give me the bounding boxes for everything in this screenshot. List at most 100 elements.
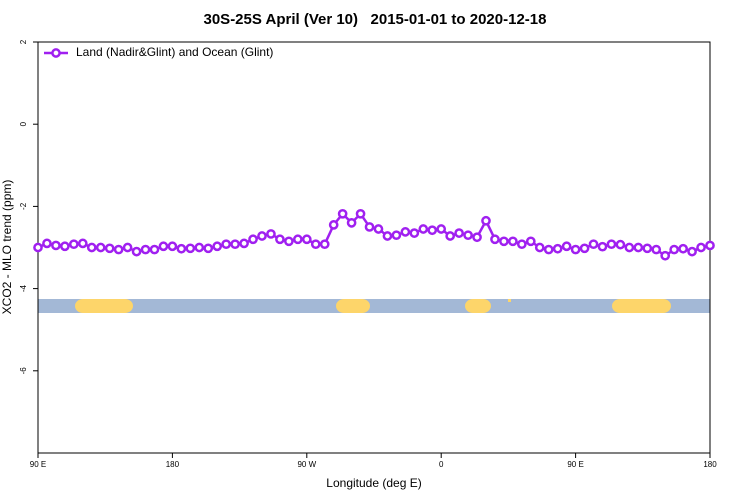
land-segment <box>508 299 511 302</box>
data-point <box>543 244 554 255</box>
land-segment <box>75 299 133 313</box>
data-point <box>391 230 402 241</box>
data-point <box>230 239 240 250</box>
data-point <box>561 241 572 252</box>
data-point <box>364 222 375 232</box>
data-point <box>705 240 715 251</box>
data-point <box>185 243 196 254</box>
data-point <box>113 244 124 255</box>
land-segment <box>612 299 671 313</box>
data-point <box>660 250 671 261</box>
data-point <box>266 229 276 239</box>
y-tick-label: -2 <box>19 202 28 210</box>
data-point <box>122 242 133 253</box>
y-tick-label: 2 <box>19 39 28 44</box>
data-point <box>669 244 680 255</box>
data-point <box>292 234 303 245</box>
data-point <box>355 208 366 219</box>
data-point <box>131 246 142 257</box>
data-point <box>552 243 563 254</box>
data-point <box>140 244 151 255</box>
x-tick-label: 90 W <box>297 460 316 469</box>
data-point <box>615 239 626 250</box>
data-point <box>400 227 411 237</box>
chart-title: 30S-25S April (Ver 10) 2015-01-01 to 202… <box>204 11 547 28</box>
data-point <box>382 231 393 241</box>
x-tick-label: 180 <box>166 460 180 469</box>
data-point <box>696 242 706 253</box>
data-point <box>678 243 688 254</box>
y-axis-title: XCO2 - MLO trend (ppm) <box>0 180 14 315</box>
data-point <box>203 243 214 254</box>
data-point <box>597 241 608 252</box>
data-point <box>149 244 160 255</box>
data-point <box>60 241 70 252</box>
data-point <box>284 236 294 247</box>
land-segment <box>465 299 491 313</box>
data-point <box>275 234 285 245</box>
data-point <box>687 246 697 257</box>
data-point <box>499 236 509 247</box>
x-tick-label: 0 <box>439 460 444 469</box>
data-point <box>427 225 438 236</box>
data-point <box>337 208 348 219</box>
data-point <box>418 224 429 234</box>
data-point <box>624 242 635 253</box>
data-point <box>346 217 357 228</box>
data-point <box>248 234 258 245</box>
land-segment <box>336 299 370 313</box>
data-point <box>239 238 249 249</box>
land-mask <box>38 299 710 313</box>
x-axis-title: Longitude (deg E) <box>326 476 421 490</box>
data-point <box>221 239 232 250</box>
data-point <box>525 236 536 247</box>
data-point <box>463 230 473 241</box>
data-point <box>68 239 79 250</box>
data-point <box>436 224 447 234</box>
data-point <box>534 242 545 253</box>
data-point <box>310 239 321 250</box>
legend-marker <box>51 48 61 58</box>
y-tick-label: 0 <box>19 121 28 126</box>
data-point <box>301 234 312 245</box>
data-point <box>158 241 169 252</box>
data-point <box>51 240 61 251</box>
ocean-band <box>38 299 710 313</box>
data-point <box>642 243 653 254</box>
data-point <box>472 232 482 243</box>
data-point <box>328 220 339 230</box>
data-point <box>33 242 43 253</box>
data-point <box>176 243 187 254</box>
data-point <box>606 239 617 250</box>
data-point <box>454 228 464 238</box>
data-point <box>508 236 518 247</box>
data-point <box>516 239 527 250</box>
data-point <box>86 242 97 253</box>
x-tick-label: 180 <box>703 460 717 469</box>
data-point <box>409 228 420 238</box>
data-point <box>633 242 644 253</box>
data-point <box>212 241 223 252</box>
legend-label: Land (Nadir&Glint) and Ocean (Glint) <box>76 45 273 59</box>
data-point <box>104 243 115 254</box>
data-point <box>445 231 456 241</box>
data-point <box>319 239 330 250</box>
data-point <box>257 231 267 241</box>
data-point <box>588 239 599 250</box>
x-tick-label: 90 E <box>567 460 583 469</box>
y-tick-label: -4 <box>19 284 28 292</box>
x-tick-label: 90 E <box>30 460 46 469</box>
data-point <box>570 244 581 255</box>
y-tick-label: -6 <box>19 367 28 375</box>
data-point <box>194 242 205 253</box>
data-point <box>167 241 178 252</box>
data-point <box>490 234 500 245</box>
data-point <box>77 238 88 249</box>
data-point <box>651 244 662 255</box>
data-point <box>42 238 52 249</box>
data-point <box>373 224 384 234</box>
data-point <box>481 215 491 226</box>
data-point <box>579 243 590 254</box>
